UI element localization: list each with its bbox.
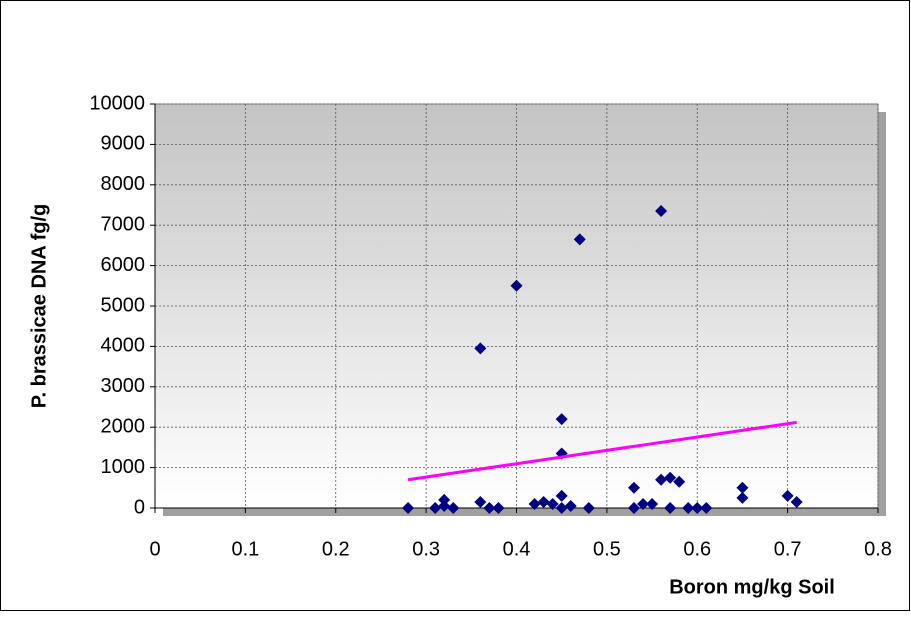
x-tick-label: 0.8: [864, 538, 892, 560]
data-point: [555, 413, 568, 426]
data-point: [510, 279, 523, 292]
x-axis-label: Boron mg/kg Soil: [669, 576, 835, 598]
data-point: [429, 502, 442, 514]
x-tick-label: 0.5: [593, 538, 621, 560]
data-point: [582, 502, 595, 514]
data-point: [474, 495, 487, 508]
data-point: [655, 205, 668, 218]
data-point: [447, 502, 460, 514]
y-axis-label: P. brassicae DNA fg/g: [28, 204, 50, 409]
x-tick-label: 0.4: [503, 538, 531, 560]
y-tick-label: 0: [134, 496, 145, 518]
data-point: [537, 495, 550, 508]
x-tick-label: 0.7: [774, 538, 802, 560]
data-point: [528, 497, 541, 510]
x-tick-label: 0.3: [412, 538, 440, 560]
data-point: [673, 475, 686, 488]
data-point: [781, 489, 794, 502]
data-point: [474, 342, 487, 355]
data-point: [573, 233, 586, 246]
x-tick-label: 0.2: [322, 538, 350, 560]
data-point: [483, 502, 496, 514]
x-tick-label: 0.1: [231, 538, 259, 560]
y-tick-label: 7000: [101, 213, 146, 235]
data-point: [682, 502, 695, 514]
y-tick-label: 5000: [101, 294, 146, 316]
y-tick-label: 1000: [101, 456, 146, 478]
data-point: [664, 502, 677, 514]
data-point: [691, 502, 704, 514]
x-tick-label: 0.6: [683, 538, 711, 560]
data-point: [438, 493, 451, 506]
data-point: [700, 502, 713, 514]
y-tick-label: 8000: [101, 173, 146, 195]
x-tick-label: 0: [149, 538, 160, 560]
data-point: [546, 497, 559, 510]
y-tick-label: 10000: [89, 92, 145, 114]
data-point: [646, 497, 659, 510]
data-point: [564, 499, 577, 512]
data-point: [664, 471, 677, 484]
trend-line: [407, 420, 797, 482]
y-tick-label: 6000: [101, 254, 146, 276]
data-point: [627, 502, 640, 514]
data-point: [655, 473, 668, 486]
data-point: [736, 481, 749, 494]
data-point: [438, 499, 451, 512]
y-tick-label: 9000: [101, 133, 146, 155]
data-point: [790, 495, 803, 508]
data-point: [492, 502, 505, 514]
data-point: [555, 502, 568, 514]
data-point: [402, 502, 415, 514]
data-point: [637, 497, 650, 510]
y-tick-label: 2000: [101, 415, 146, 437]
data-point: [627, 481, 640, 494]
y-tick-label: 4000: [101, 335, 146, 357]
data-point: [555, 489, 568, 502]
y-tick-label: 3000: [101, 375, 146, 397]
data-point: [736, 491, 749, 504]
